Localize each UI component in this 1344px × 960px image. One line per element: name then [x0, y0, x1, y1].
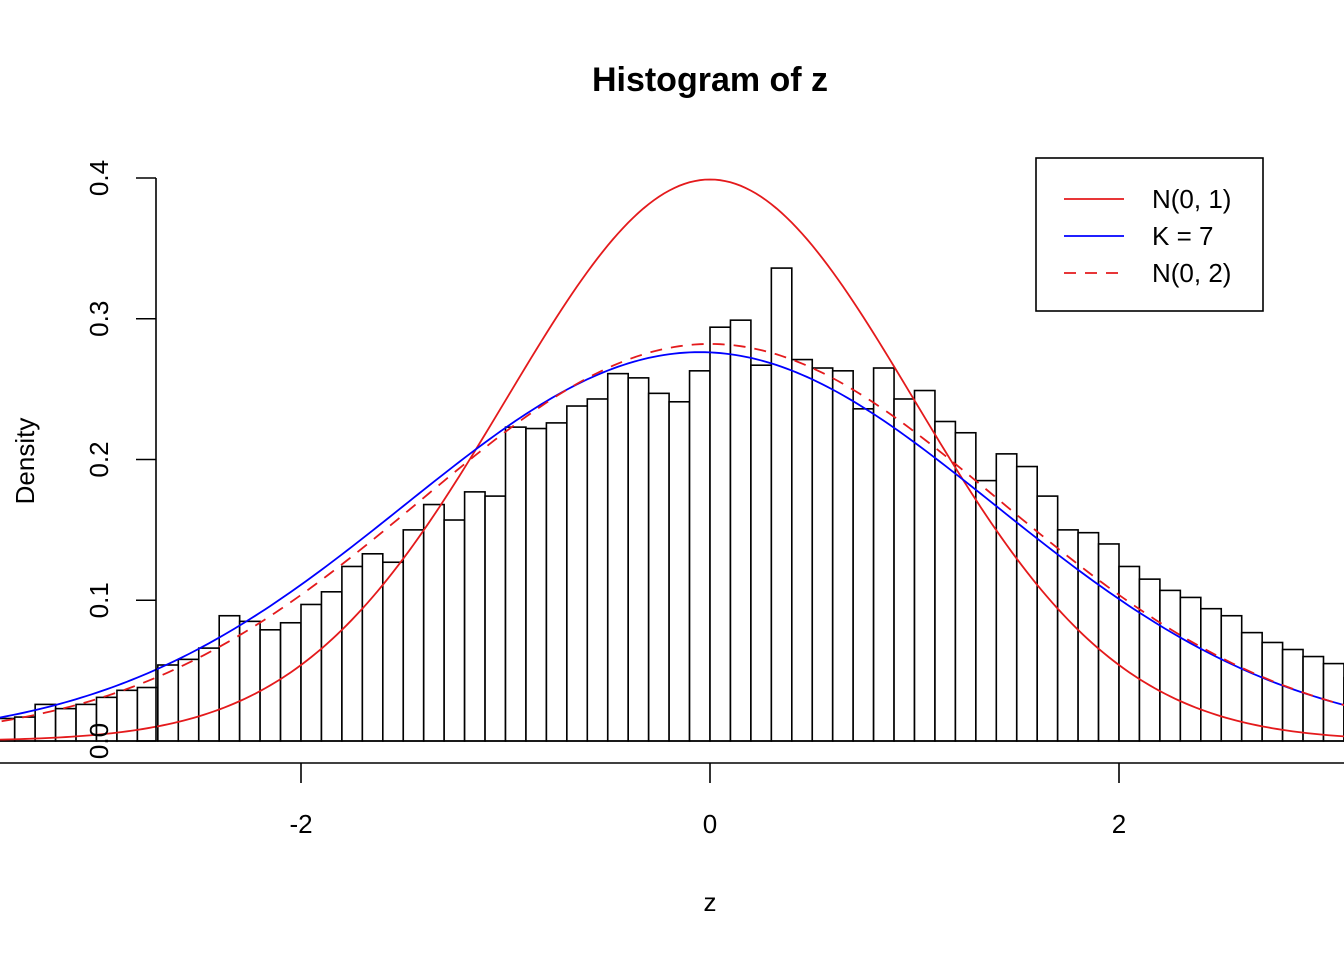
histogram-bar — [341, 565, 364, 742]
histogram-bar — [688, 370, 711, 742]
histogram-bar — [647, 392, 670, 742]
histogram-bar — [1036, 495, 1059, 742]
histogram-bar — [770, 267, 793, 742]
y-tick-label: 0.4 — [84, 160, 114, 196]
legend: N(0, 1) K = 7 N(0, 2) — [1035, 157, 1264, 312]
histogram-bar — [750, 364, 773, 742]
x-tick-label: 0 — [703, 809, 717, 839]
density-curve-n01 — [0, 178, 1344, 741]
histogram-bar — [545, 422, 568, 742]
histogram-bar — [157, 664, 180, 742]
histogram-bar — [13, 716, 36, 742]
density-curve-n02 — [0, 343, 1344, 723]
y-axis: 0.0 0.1 0.2 0.3 0.4 — [84, 160, 157, 759]
histogram-bar — [586, 398, 609, 742]
histogram-bar — [729, 319, 752, 742]
y-tick-label: 0.3 — [84, 301, 114, 337]
histogram-bar — [627, 377, 650, 742]
histogram-bar — [320, 591, 343, 742]
histogram-bar — [1097, 543, 1120, 742]
histogram-bar — [1077, 531, 1100, 742]
legend-label-n02: N(0, 2) — [1152, 258, 1231, 288]
histogram-bar — [1159, 589, 1182, 742]
legend-box — [1035, 157, 1264, 312]
histogram-bar — [913, 389, 936, 742]
density-curve-k7 — [0, 351, 1344, 719]
histogram-bar — [668, 400, 691, 742]
x-axis-label: z — [704, 887, 717, 917]
histogram-bar — [116, 689, 139, 742]
histogram-bar — [484, 495, 507, 742]
chart-title: Histogram of z — [592, 61, 828, 99]
histogram-bar — [381, 561, 405, 742]
y-tick-label: 0.1 — [84, 582, 114, 618]
histogram-bar — [218, 614, 241, 742]
y-axis-label: Density — [10, 418, 40, 505]
histogram-bar — [402, 529, 425, 742]
histogram-bar — [136, 686, 159, 742]
histogram-bar — [1200, 607, 1223, 742]
histogram-bar — [709, 326, 732, 742]
legend-label-k7: K = 7 — [1152, 221, 1213, 251]
histogram-bar — [238, 620, 261, 742]
y-tick-label: 0.0 — [84, 723, 114, 759]
histogram-bar — [443, 519, 466, 742]
histogram-bar — [1118, 565, 1141, 742]
histogram-bar — [995, 453, 1018, 742]
histogram-bar — [463, 491, 486, 742]
histogram-bar — [975, 479, 998, 742]
histogram-bar — [893, 398, 916, 742]
histogram-bar — [279, 621, 302, 742]
histogram-bar — [422, 503, 445, 742]
histogram-bars — [0, 267, 1344, 742]
histogram-bar — [177, 658, 200, 742]
histogram-bar — [504, 426, 527, 742]
x-tick-label: -2 — [289, 809, 312, 839]
y-tick-label: 0.2 — [84, 441, 114, 477]
histogram-bar — [606, 372, 630, 742]
histogram-bar — [1220, 614, 1243, 742]
histogram-bar — [197, 647, 221, 742]
histogram-bar — [1138, 578, 1161, 742]
histogram-bar — [1281, 648, 1304, 742]
histogram-bar — [790, 358, 814, 742]
legend-label-n01: N(0, 1) — [1152, 184, 1231, 214]
x-tick-label: 2 — [1112, 809, 1126, 839]
histogram-bar — [1179, 596, 1202, 742]
histogram-bar — [934, 420, 957, 742]
density-curves — [0, 178, 1344, 741]
histogram-bar — [566, 405, 589, 742]
histogram-bar — [300, 603, 323, 742]
histogram-bar — [1015, 465, 1039, 742]
histogram-bar — [811, 367, 834, 742]
histogram-bar — [361, 552, 384, 742]
histogram-bar — [872, 367, 895, 742]
x-axis: -4-2024 — [0, 762, 1344, 839]
histogram-bar — [525, 427, 548, 742]
histogram-bar — [852, 408, 875, 742]
histogram-bar — [831, 370, 854, 742]
